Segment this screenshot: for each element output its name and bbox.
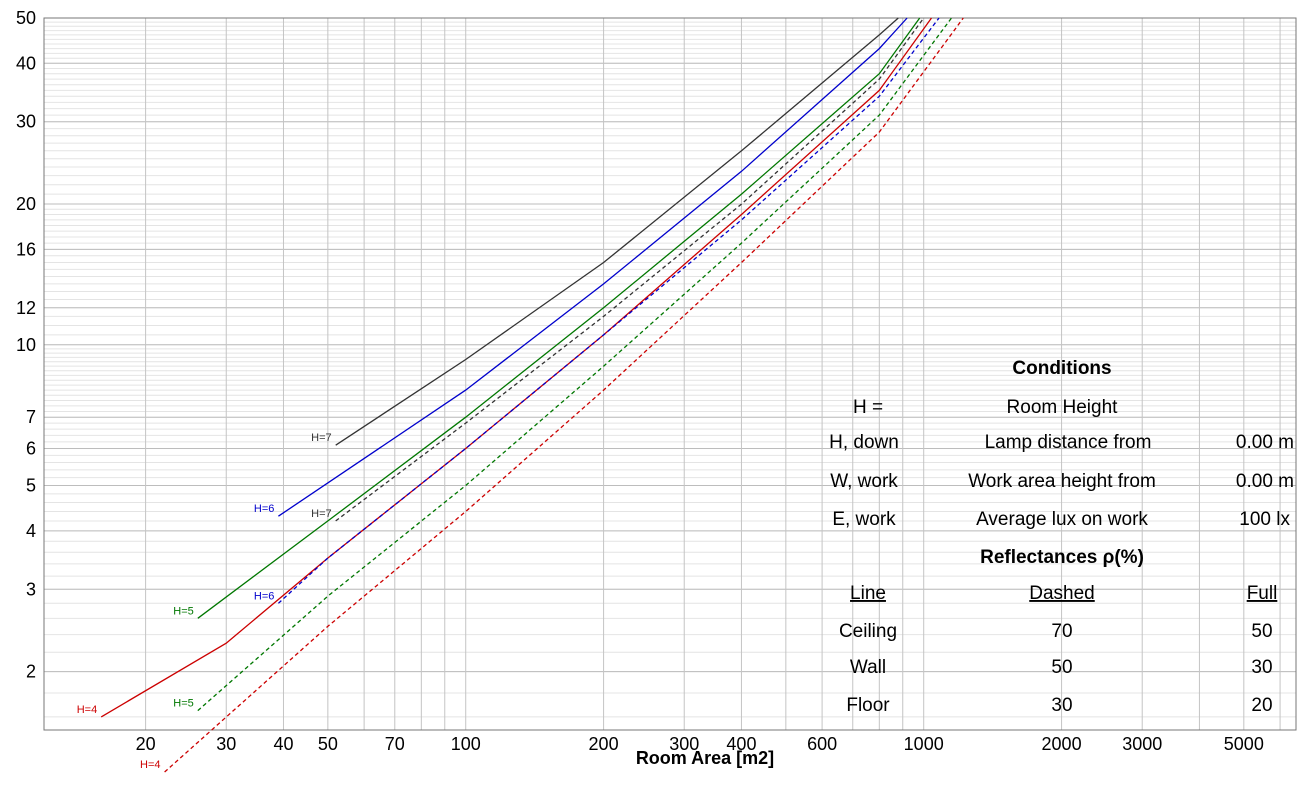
reflectances-title: Reflectances ρ(%)	[980, 547, 1144, 568]
curve-label-dashed-H7: H=7	[311, 508, 332, 520]
x-tick-label-3: 50	[318, 734, 338, 754]
cond-sym-3: E, work	[832, 509, 896, 530]
refl-dashed-1: 50	[1051, 657, 1072, 678]
y-tick-label-3: 5	[26, 476, 36, 496]
cond-desc-0: Room Height	[1007, 397, 1119, 418]
cond-sym-0: H =	[853, 397, 883, 418]
y-tick-labels: 2 3 4 5 6 7 10 12 16 20 30 40 50	[16, 8, 36, 682]
refl-full-2: 20	[1251, 695, 1272, 716]
y-tick-label-10: 30	[16, 112, 36, 132]
series-line-dashed-H6	[277, 17, 940, 604]
conditions-title: Conditions	[1012, 358, 1111, 379]
cond-sym-2: W, work	[830, 471, 898, 492]
y-tick-label-7: 12	[16, 298, 36, 318]
series-line-full-H5	[197, 17, 921, 619]
refl-full-1: 30	[1251, 657, 1272, 678]
x-tick-label-6: 200	[589, 734, 619, 754]
series-line-dashed-H5	[197, 17, 953, 712]
refl-header-full: Full	[1247, 583, 1278, 604]
x-tick-labels: 20 30 40 50 70 100 200 300 400 600 1000 2000 3000 500…	[136, 734, 1264, 754]
x-tick-label-2: 40	[273, 734, 293, 754]
curve-label-full-H5: H=5	[173, 605, 194, 617]
curve-labels: H=7 H=6 H=5 H=4 H=7 H=6 H=5 H=4	[77, 432, 332, 771]
x-tick-label-5: 100	[451, 734, 481, 754]
series-line-dashed-H7	[335, 17, 925, 522]
refl-name-0: Ceiling	[839, 621, 897, 642]
y-tick-label-11: 40	[16, 53, 36, 73]
curve-label-dashed-H4: H=4	[140, 759, 161, 771]
y-tick-label-5: 7	[26, 407, 36, 427]
refl-full-0: 50	[1251, 621, 1272, 642]
y-tick-label-1: 3	[26, 579, 36, 599]
x-tick-label-8: 400	[726, 734, 756, 754]
x-tick-label-12: 3000	[1122, 734, 1162, 754]
x-axis-label: Room Area [m2]	[636, 748, 774, 768]
refl-dashed-0: 70	[1051, 621, 1072, 642]
x-tick-label-13: 5000	[1224, 734, 1264, 754]
series-line-full-H4	[100, 17, 933, 718]
curve-label-full-H7: H=7	[311, 432, 332, 444]
refl-name-2: Floor	[846, 695, 890, 716]
y-tick-label-12: 50	[16, 8, 36, 28]
y-tick-label-9: 20	[16, 194, 36, 214]
series-line-full-H6	[278, 17, 908, 517]
x-tick-label-1: 30	[216, 734, 236, 754]
x-tick-label-10: 1000	[904, 734, 944, 754]
cond-desc-2: Work area height from	[968, 471, 1156, 492]
conditions-table: Conditions H = Room Height H, down Lamp …	[829, 358, 1294, 716]
x-tick-label-7: 300	[669, 734, 699, 754]
curve-label-dashed-H5: H=5	[173, 698, 194, 710]
cond-val-2: 0.00 m	[1236, 471, 1294, 492]
series-line-full-H7	[335, 17, 899, 446]
cond-val-3: 100 lx	[1239, 509, 1290, 530]
y-tick-label-6: 10	[16, 335, 36, 355]
y-tick-label-8: 16	[16, 239, 36, 259]
refl-name-1: Wall	[850, 657, 886, 678]
series-line-dashed-H4	[164, 17, 964, 773]
cond-desc-3: Average lux on work	[976, 509, 1148, 530]
curve-label-full-H4: H=4	[77, 704, 98, 716]
plot-frame	[43, 17, 1297, 731]
x-tick-label-0: 20	[136, 734, 156, 754]
x-tick-label-11: 2000	[1042, 734, 1082, 754]
y-tick-label-0: 2	[26, 662, 36, 682]
y-tick-label-4: 6	[26, 439, 36, 459]
cond-sym-1: H, down	[829, 432, 899, 453]
refl-header-line: Line	[850, 583, 886, 604]
curve-label-full-H6: H=6	[254, 503, 275, 515]
curve-label-dashed-H6: H=6	[254, 590, 275, 602]
cond-val-1: 0.00 m	[1236, 432, 1294, 453]
series-layer	[100, 17, 964, 773]
refl-dashed-2: 30	[1051, 695, 1072, 716]
x-tick-label-9: 600	[807, 734, 837, 754]
refl-header-dashed: Dashed	[1029, 583, 1095, 604]
y-tick-label-2: 4	[26, 521, 36, 541]
x-tick-label-4: 70	[385, 734, 405, 754]
cond-desc-1: Lamp distance from	[985, 432, 1152, 453]
